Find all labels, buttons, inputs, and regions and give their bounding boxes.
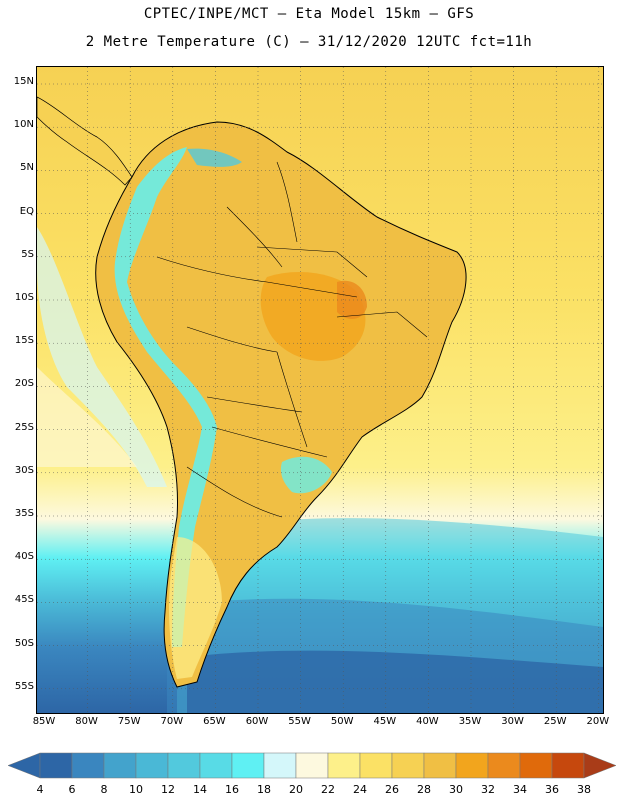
andes-cold-band xyxy=(114,147,217,647)
legend-label: 30 xyxy=(449,783,463,796)
lon-label: 85W xyxy=(32,716,56,727)
lat-label: 35S xyxy=(14,508,34,519)
legend-swatch xyxy=(103,752,137,779)
pacific-mild-zone xyxy=(37,367,137,467)
patagonia-mild xyxy=(169,537,222,679)
legend-overflow-arrow xyxy=(583,752,617,779)
lat-label: 15N xyxy=(13,76,34,87)
temperature-map xyxy=(37,67,603,713)
legend-swatch xyxy=(295,752,329,779)
lon-label: 55W xyxy=(288,716,311,727)
legend-label: 34 xyxy=(513,783,527,796)
title-line-2: 2 Metre Temperature (C) – 31/12/2020 12U… xyxy=(85,34,533,50)
legend-label: 32 xyxy=(481,783,495,796)
legend-label: 8 xyxy=(100,783,108,796)
legend-swatch xyxy=(231,752,265,779)
legend-label: 36 xyxy=(545,783,559,796)
legend-swatch xyxy=(359,752,393,779)
lon-label: 80W xyxy=(75,716,98,727)
lat-label: 5S xyxy=(21,248,34,260)
lat-label: 30S xyxy=(14,464,34,476)
legend-label: 4 xyxy=(36,783,44,796)
lat-label: 10N xyxy=(13,119,34,131)
legend-label: 24 xyxy=(353,783,367,796)
lon-label: 60W xyxy=(245,716,269,727)
pacific-cool-strip xyxy=(37,227,167,487)
lat-label: 45S xyxy=(14,594,34,606)
lon-label: 35W xyxy=(458,716,482,727)
legend-swatch xyxy=(199,752,233,779)
color-legend xyxy=(7,752,617,779)
legend-label: 20 xyxy=(289,783,303,796)
legend-underflow-arrow xyxy=(7,752,41,779)
lat-label: 5N xyxy=(20,162,34,174)
lat-label: 50S xyxy=(14,637,34,649)
legend-label: 12 xyxy=(161,783,175,796)
map-panel xyxy=(36,66,604,714)
hottest-zone xyxy=(337,280,367,319)
legend-label: 6 xyxy=(68,783,76,796)
lat-label: 55S xyxy=(14,680,34,692)
lat-label: 40S xyxy=(14,551,34,563)
lat-label: 15S xyxy=(14,335,34,347)
lat-label: 25S xyxy=(14,421,34,433)
lon-label: 40W xyxy=(416,716,439,727)
lon-label: 50W xyxy=(330,716,354,727)
legend-label: 10 xyxy=(129,783,143,796)
legend-label: 22 xyxy=(321,783,335,796)
legend-swatch xyxy=(551,752,585,779)
legend-label: 18 xyxy=(257,783,271,796)
lat-label: EQ xyxy=(19,205,34,217)
legend-swatch xyxy=(327,752,361,779)
legend-swatch xyxy=(71,752,105,779)
legend-label: 38 xyxy=(577,783,591,796)
lon-label: 45W xyxy=(373,716,397,727)
central-america-land xyxy=(37,96,133,186)
southeast-cool-spot xyxy=(280,456,332,494)
lon-label: 20W xyxy=(586,716,610,727)
legend-label: 16 xyxy=(225,783,239,796)
lat-label: 20S xyxy=(14,378,34,390)
legend-swatch xyxy=(135,752,169,779)
lon-label: 70W xyxy=(160,716,184,727)
northern-andes-cold xyxy=(187,148,242,167)
lat-label: 10S xyxy=(14,292,34,303)
legend-swatch xyxy=(167,752,201,779)
legend-swatch xyxy=(519,752,553,779)
lon-label: 25W xyxy=(543,716,567,727)
legend-swatch xyxy=(455,752,489,779)
legend-swatch xyxy=(423,752,457,779)
legend-swatch xyxy=(39,752,73,779)
lon-label: 65W xyxy=(203,716,226,727)
lon-label: 30W xyxy=(501,716,524,727)
legend-label: 28 xyxy=(417,783,431,796)
southern-ocean-band-3 xyxy=(187,650,603,713)
legend-swatch xyxy=(487,752,521,779)
legend-label: 14 xyxy=(193,783,207,796)
legend-swatch xyxy=(263,752,297,779)
country-borders xyxy=(156,161,428,518)
legend-label: 26 xyxy=(385,783,399,796)
legend-swatch xyxy=(391,752,425,779)
lon-label: 75W xyxy=(117,716,141,727)
title-line-1: CPTEC/INPE/MCT – Eta Model 15km – GFS xyxy=(143,6,475,22)
